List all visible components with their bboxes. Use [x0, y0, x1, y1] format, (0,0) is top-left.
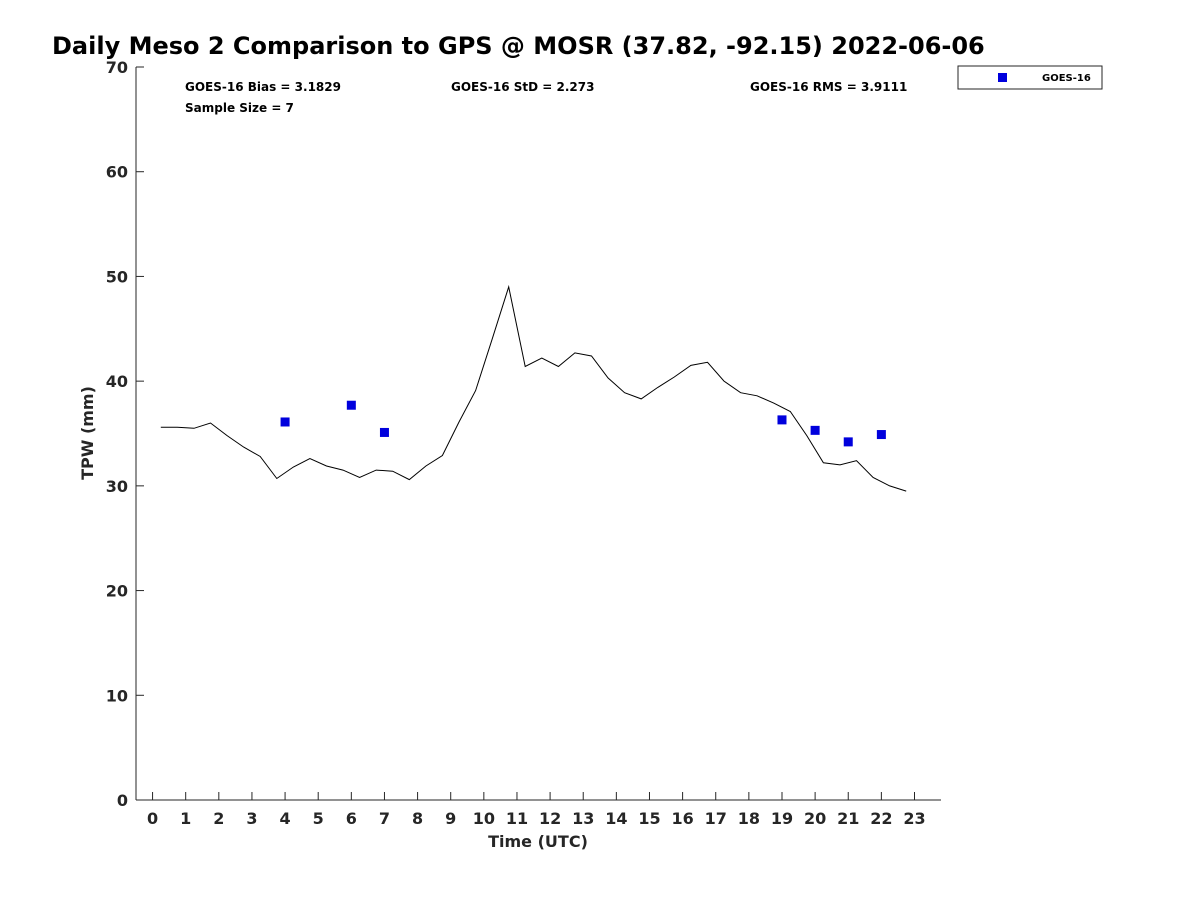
- bias-stat: GOES-16 Bias = 3.1829: [185, 80, 341, 94]
- y-tick-label: 50: [106, 267, 128, 286]
- x-tick-label: 17: [705, 809, 727, 828]
- legend-box: [957, 65, 1103, 90]
- goes-16-point: [346, 400, 356, 410]
- y-tick-label: 40: [106, 372, 128, 391]
- legend-label-goes-16: GOES-16: [1042, 73, 1091, 84]
- x-tick-label: 3: [246, 809, 257, 828]
- x-tick-label: 1: [180, 809, 191, 828]
- goes-16-point: [777, 415, 787, 425]
- x-tick-label: 20: [804, 809, 826, 828]
- x-tick-label: 21: [837, 809, 859, 828]
- x-tick-label: 12: [539, 809, 561, 828]
- x-tick-label: 23: [903, 809, 925, 828]
- gps-series-line: [160, 284, 907, 492]
- x-tick-label: 13: [572, 809, 594, 828]
- legend-marker-goes-16: [998, 73, 1007, 82]
- y-tick-label: 10: [106, 686, 128, 705]
- sample-size-stat: Sample Size = 7: [185, 101, 294, 115]
- x-tick-label: 15: [638, 809, 660, 828]
- y-ticks: 0 10 20 30 40 50 60 70: [106, 58, 144, 810]
- x-tick-label: 14: [605, 809, 627, 828]
- x-tick-label: 4: [280, 809, 291, 828]
- y-tick-label: 60: [106, 163, 128, 182]
- std-stat: GOES-16 StD = 2.273: [451, 80, 594, 94]
- y-axis-label: TPW (mm): [78, 386, 97, 480]
- goes-16-point: [876, 430, 886, 440]
- x-tick-label: 6: [346, 809, 357, 828]
- goes-16-point: [280, 417, 290, 427]
- legend: GOES-16: [957, 65, 1103, 90]
- x-tick-label: 7: [379, 809, 390, 828]
- x-tick-label: 11: [506, 809, 528, 828]
- x-axis-label: Time (UTC): [488, 832, 588, 851]
- x-tick-label: 8: [412, 809, 423, 828]
- y-tick-label: 70: [106, 58, 128, 77]
- goes-16-point: [379, 427, 389, 437]
- x-tick-label: 0: [147, 809, 158, 828]
- x-tick-label: 16: [671, 809, 693, 828]
- x-tick-label: 18: [738, 809, 760, 828]
- goes-16-points: [280, 400, 886, 447]
- goes-16-point: [810, 425, 820, 435]
- chart-title: Daily Meso 2 Comparison to GPS @ MOSR (3…: [52, 32, 985, 60]
- y-tick-label: 30: [106, 477, 128, 496]
- x-tick-label: 5: [313, 809, 324, 828]
- x-ticks: 0 1 2 3 4 5 6 7 8 9 10 11 12 13 14 15 16 17 18 19 20 21 22 23: [147, 792, 926, 828]
- y-tick-label: 0: [117, 791, 128, 810]
- x-tick-label: 10: [473, 809, 495, 828]
- x-tick-label: 22: [870, 809, 892, 828]
- x-tick-label: 2: [213, 809, 224, 828]
- rms-stat: GOES-16 RMS = 3.9111: [750, 80, 907, 94]
- x-tick-label: 19: [771, 809, 793, 828]
- y-tick-label: 20: [106, 582, 128, 601]
- goes-16-point: [843, 437, 853, 447]
- x-tick-label: 9: [445, 809, 456, 828]
